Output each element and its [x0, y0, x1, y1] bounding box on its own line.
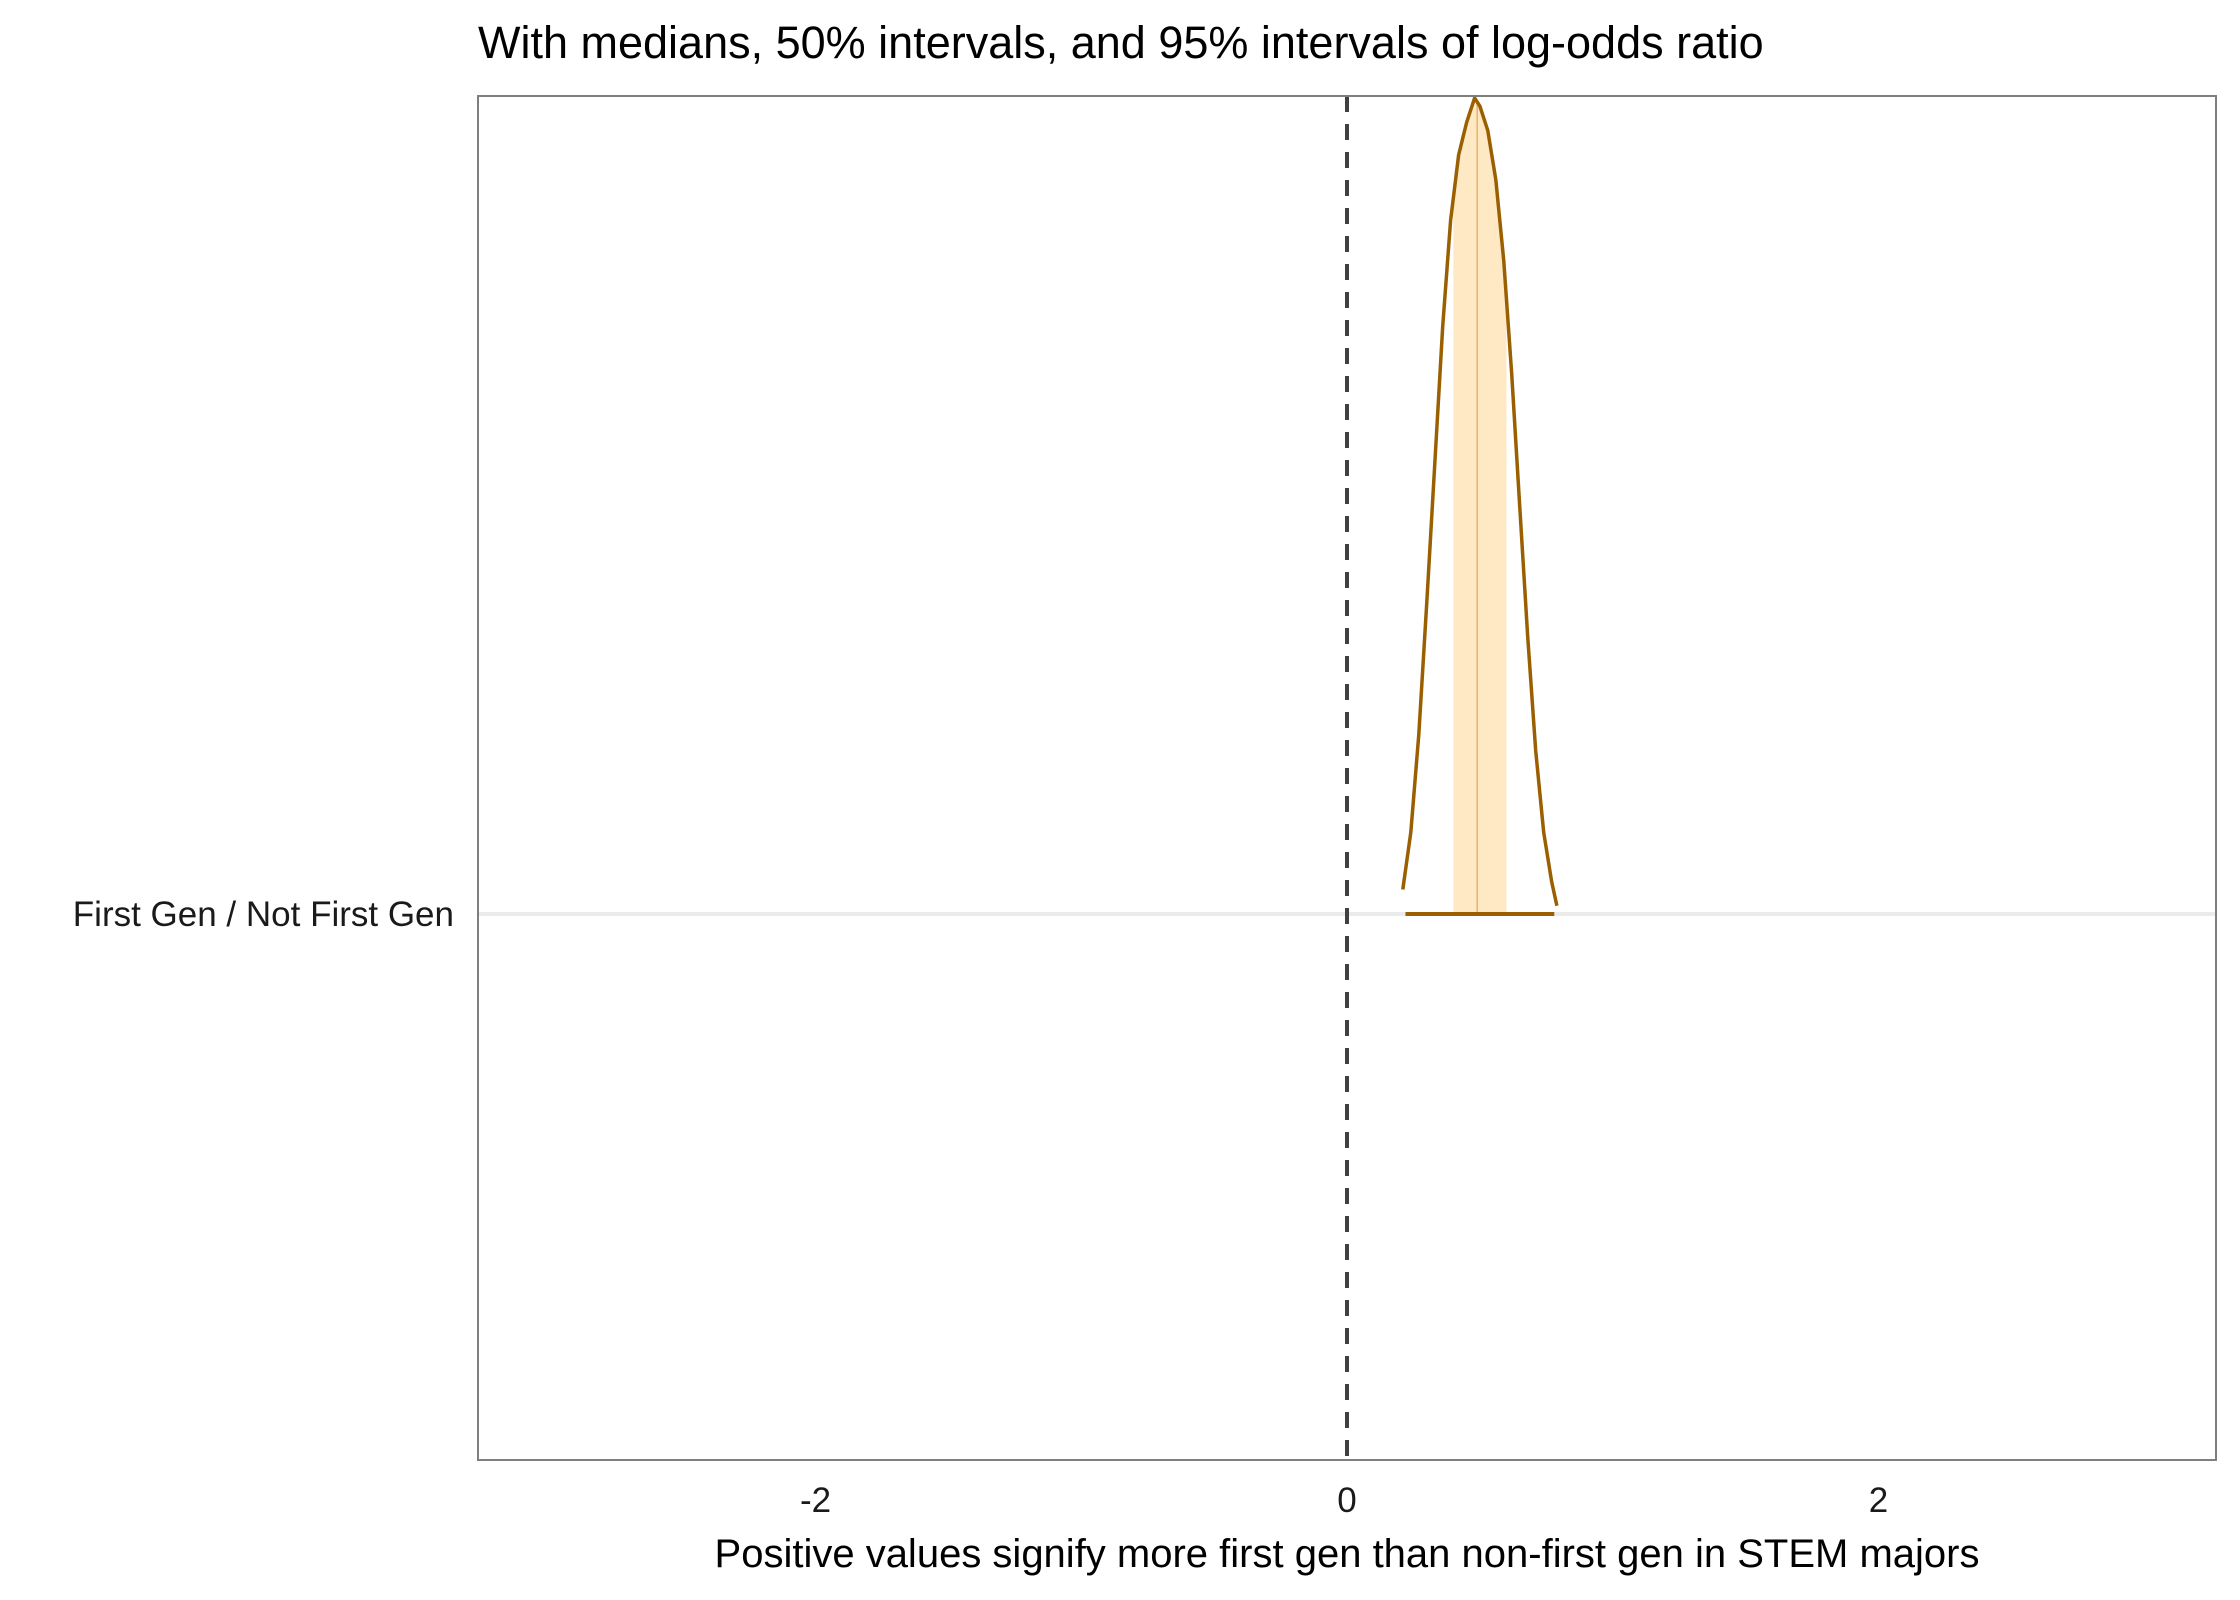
x-axis-label: Positive values signify more first gen t… — [715, 1532, 1980, 1576]
y-axis-labels: First Gen / Not First Gen — [73, 895, 454, 934]
x-axis-ticks: -2 0 2 — [800, 1481, 1888, 1520]
density-layer — [1401, 96, 1559, 907]
y-category-label: First Gen / Not First Gen — [73, 895, 454, 934]
x-tick-label: -2 — [800, 1481, 831, 1520]
interval-50-band — [1453, 98, 1507, 914]
interval-50-fill — [1453, 98, 1507, 914]
plot-panel — [477, 95, 2217, 1461]
chart-title: With medians, 50% intervals, and 95% int… — [478, 17, 1764, 68]
density-curve — [1401, 96, 1559, 907]
x-tick-label: 0 — [1337, 1481, 1356, 1520]
x-tick-label: 2 — [1869, 1481, 1888, 1520]
panel-border — [477, 95, 2217, 1461]
